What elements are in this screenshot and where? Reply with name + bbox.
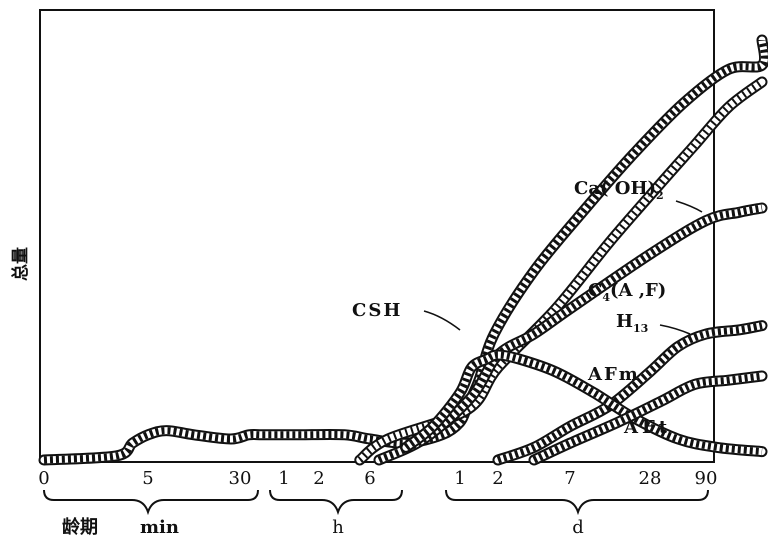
x-tick-label: 7 — [564, 468, 575, 489]
brace-h — [269, 489, 403, 516]
x-tick-label: 6 — [364, 468, 375, 489]
series-band-hatch — [377, 204, 763, 464]
x-axis-label: 龄期 — [62, 516, 98, 538]
annotation-caoh2: Ca( OH)2 — [574, 178, 703, 213]
series-line-unlabeled-5 — [528, 370, 768, 466]
x-tick-label: 30 — [229, 468, 252, 489]
x-tick-label: 5 — [142, 468, 153, 489]
x-tick-label: 1 — [454, 468, 465, 489]
series-line-aft — [400, 349, 768, 458]
x-tick-label: 2 — [313, 468, 324, 489]
annotation-h13: H13 — [616, 311, 691, 335]
annotation-c4af-label: C — [588, 280, 602, 301]
x-tick-label: 90 — [695, 468, 718, 489]
unit-min-label: min — [140, 517, 179, 538]
annotation-c4af: C4(A ,F) — [588, 280, 666, 304]
annotation-h13-sub: 13 — [633, 322, 648, 335]
annotation-csh-leader — [423, 310, 461, 331]
series-band-hatch — [43, 39, 768, 464]
annotation-caoh2-label: Ca( OH) — [574, 178, 656, 199]
annotation-aft: AFt — [623, 417, 671, 438]
annotation-csh: CSH — [352, 300, 461, 331]
svg-text:C4(A ,F): C4(A ,F) — [588, 280, 666, 304]
brace-d — [445, 489, 709, 516]
x-tick-label: 0 — [38, 468, 49, 489]
annotation-h13-leader — [659, 324, 691, 335]
annotation-afm-label: AFm — [587, 364, 640, 385]
annotation-c4af-sub: 4 — [602, 291, 610, 304]
series-line-c4-a-f-h13 — [373, 202, 768, 466]
unit-h-label: h — [332, 517, 344, 538]
unit-d-label: d — [572, 517, 584, 538]
annotation-aft-label: AFt — [623, 417, 671, 438]
annotation-caoh2-sub: 2 — [656, 189, 664, 202]
x-tick-label: 2 — [492, 468, 503, 489]
annotation-csh-label: CSH — [352, 300, 402, 321]
series-line-csh — [354, 76, 768, 466]
series-band-hatch — [496, 322, 763, 464]
series-line-afm — [492, 320, 768, 466]
svg-text:H13: H13 — [616, 311, 648, 335]
annotation-caoh2-leader — [675, 200, 703, 213]
x-tick-labels: 0 5 30 1 2 6 1 2 7 28 90 — [38, 468, 717, 489]
series-band-hatch — [532, 372, 763, 464]
series-layer — [38, 34, 768, 466]
annotation-c4af-label-2: (A ,F) — [610, 280, 666, 301]
series-band-fill — [356, 78, 766, 464]
y-axis-label: 总量 — [10, 247, 31, 281]
annotation-afm: AFm — [587, 364, 640, 385]
x-tick-label: 28 — [639, 468, 662, 489]
series-band-hatch — [403, 351, 763, 456]
x-tick-label: 1 — [278, 468, 289, 489]
annotation-h13-label: H — [616, 311, 633, 332]
brace-min — [43, 489, 259, 516]
series-line-ca-oh-2 — [38, 34, 768, 466]
svg-text:Ca( OH)2: Ca( OH)2 — [574, 178, 664, 202]
